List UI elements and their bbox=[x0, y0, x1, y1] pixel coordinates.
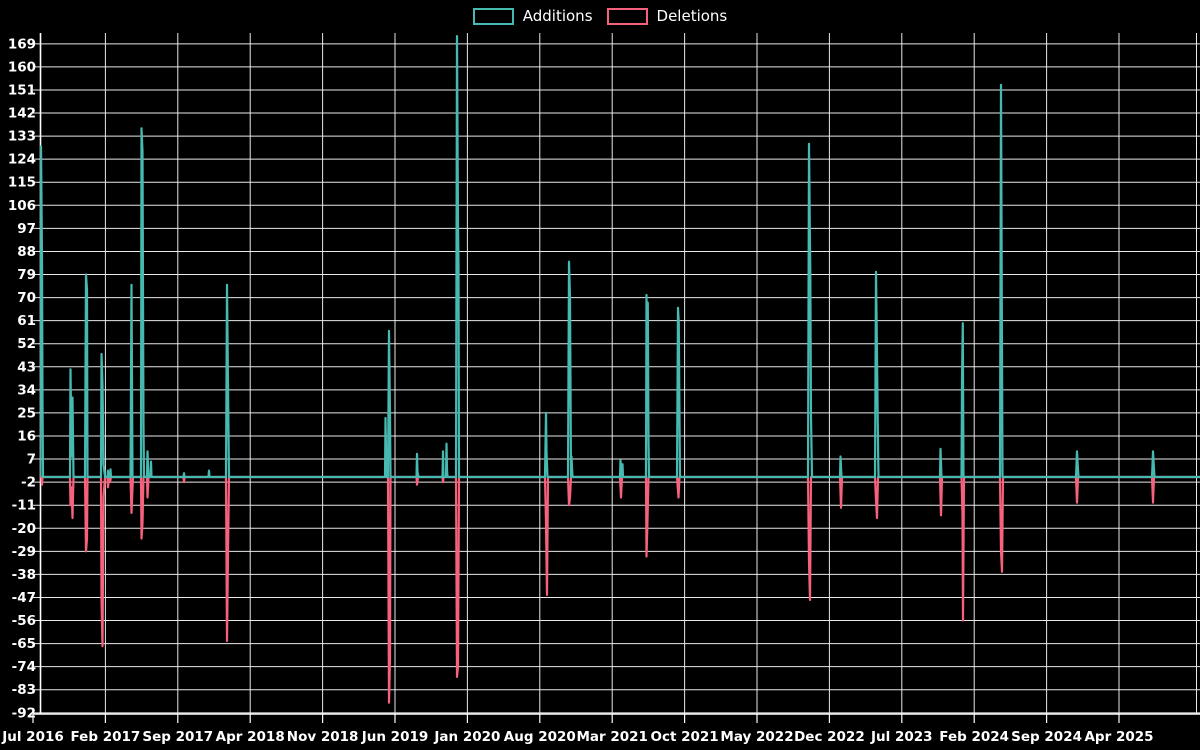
additions-line bbox=[40, 35, 1200, 479]
y-tick-label: -65 bbox=[12, 636, 36, 652]
y-tick-label: -2 bbox=[21, 475, 36, 491]
y-tick-label: -29 bbox=[12, 544, 36, 560]
y-tick-label: 61 bbox=[17, 313, 36, 329]
y-tick-label: 115 bbox=[8, 175, 36, 191]
x-tick-label: Jul 2016 bbox=[1, 729, 64, 745]
y-tick-label: 133 bbox=[8, 129, 36, 145]
x-tick-label: Dec 2022 bbox=[794, 729, 865, 745]
y-tick-label: 97 bbox=[17, 221, 36, 237]
x-tick-label: Apr 2018 bbox=[216, 729, 285, 745]
additions-swatch-icon bbox=[472, 7, 514, 25]
x-tick-label: Jan 2020 bbox=[433, 729, 500, 745]
deletions-swatch-icon bbox=[606, 7, 648, 25]
x-tick-label: Feb 2017 bbox=[71, 729, 141, 745]
y-tick-label: 106 bbox=[8, 198, 36, 214]
y-tick-label: 169 bbox=[8, 36, 36, 52]
x-tick-label: May 2022 bbox=[720, 729, 793, 745]
y-tick-label: 7 bbox=[27, 452, 36, 468]
y-tick-label: -56 bbox=[12, 613, 36, 629]
gridlines bbox=[33, 33, 1200, 714]
x-tick-label: Jun 2019 bbox=[361, 729, 429, 745]
y-tick-label: 142 bbox=[8, 106, 36, 122]
y-tick-label: 124 bbox=[8, 152, 36, 168]
legend-item-deletions[interactable]: Deletions bbox=[606, 7, 728, 25]
deletions-line bbox=[40, 475, 1200, 704]
x-tick-label: Feb 2024 bbox=[939, 729, 1009, 745]
y-tick-label: 25 bbox=[17, 405, 36, 421]
data-series bbox=[40, 35, 1200, 704]
y-tick-label: -74 bbox=[12, 659, 36, 675]
y-tick-label: 79 bbox=[17, 267, 36, 283]
y-tick-label: 34 bbox=[17, 382, 36, 398]
y-tick-label: -92 bbox=[12, 705, 36, 721]
axis-labels: 169 160 151 142 133 124 115 106 97 88 79 70 61 52 43 34… bbox=[1, 36, 1153, 745]
y-tick-label: -11 bbox=[12, 498, 36, 514]
legend-label-deletions: Deletions bbox=[656, 7, 728, 25]
x-tick-label: Nov 2018 bbox=[287, 729, 359, 745]
y-tick-label: 52 bbox=[17, 336, 36, 352]
chart-legend: Additions Deletions bbox=[0, 7, 1200, 25]
x-tick-label: Sep 2017 bbox=[142, 729, 213, 745]
y-tick-label: 16 bbox=[17, 428, 36, 444]
x-tick-label: Mar 2021 bbox=[576, 729, 647, 745]
y-tick-label: 151 bbox=[8, 82, 36, 98]
y-tick-label: 43 bbox=[17, 359, 36, 375]
y-tick-label: 88 bbox=[17, 244, 36, 260]
legend-item-additions[interactable]: Additions bbox=[472, 7, 593, 25]
y-tick-label: -38 bbox=[12, 567, 36, 583]
y-tick-label: -20 bbox=[12, 521, 36, 537]
x-tick-label: Apr 2025 bbox=[1084, 729, 1153, 745]
x-tick-label: Oct 2021 bbox=[650, 729, 718, 745]
y-tick-label: 160 bbox=[8, 59, 36, 75]
y-tick-label: 70 bbox=[17, 290, 36, 306]
y-tick-label: -47 bbox=[12, 590, 36, 606]
legend-label-additions: Additions bbox=[522, 7, 593, 25]
x-tick-label: Aug 2020 bbox=[504, 729, 576, 745]
y-tick-label: -83 bbox=[12, 682, 36, 698]
x-tick-label: Jul 2023 bbox=[870, 729, 933, 745]
x-tick-label: Sep 2024 bbox=[1011, 729, 1082, 745]
